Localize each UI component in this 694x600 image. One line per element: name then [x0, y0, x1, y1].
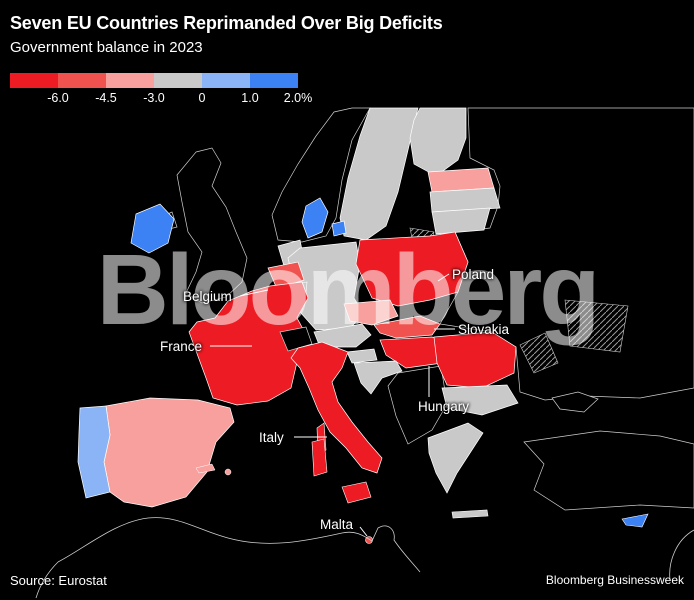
country-denmark	[301, 197, 329, 239]
region-balearic-island	[224, 468, 232, 476]
legend-tick: -3.0	[143, 91, 165, 105]
region-denmark-islands	[331, 220, 347, 237]
region-moldova-hatched	[519, 332, 559, 374]
region-sardinia	[311, 438, 328, 477]
header: Seven EU Countries Reprimanded Over Big …	[0, 0, 694, 56]
country-label-slovakia: Slovakia	[458, 322, 510, 337]
legend-tick: 2.0%	[283, 91, 313, 105]
legend-tick-labels: -6.0 -4.5 -3.0 0 1.0 2.0%	[10, 91, 312, 105]
legend-tick: 1.0	[241, 91, 259, 105]
country-label-hungary: Hungary	[418, 399, 470, 414]
africa-coastline	[57, 517, 421, 573]
country-cyprus	[621, 513, 649, 528]
country-portugal	[77, 405, 111, 499]
country-slovenia	[346, 348, 378, 364]
country-poland	[355, 231, 469, 307]
country-italy	[290, 341, 383, 474]
legend-color-bar	[10, 73, 298, 88]
morocco-coastline	[35, 561, 59, 599]
legend-swatch	[154, 73, 202, 88]
country-bulgaria	[441, 384, 519, 416]
country-label-poland: Poland	[452, 267, 495, 282]
source-note: Source: Eurostat	[10, 573, 107, 588]
country-lithuania	[431, 207, 491, 235]
country-greece	[427, 422, 484, 494]
country-turkey	[523, 430, 694, 511]
legend-swatch	[10, 73, 58, 88]
country-romania	[433, 331, 517, 389]
region-east-hatched	[564, 299, 629, 353]
country-slovakia	[373, 315, 441, 339]
country-united-kingdom	[176, 147, 248, 304]
region-crete	[451, 509, 489, 519]
country-label-malta: Malta	[320, 517, 354, 532]
region-balearics	[195, 463, 216, 474]
legend-swatch	[58, 73, 106, 88]
country-czechia	[343, 299, 399, 326]
legend-tick: 0	[198, 91, 206, 105]
region-sicily	[341, 481, 372, 504]
page-title: Seven EU Countries Reprimanded Over Big …	[10, 13, 443, 33]
crimea-coastline	[551, 391, 599, 413]
country-label-france: France	[160, 339, 203, 354]
country-croatia	[353, 360, 403, 395]
country-belgium	[267, 261, 305, 290]
legend-swatch	[202, 73, 250, 88]
legend-swatch	[250, 73, 298, 88]
bloomberg-watermark: Bloomberg	[96, 234, 601, 346]
country-ireland	[130, 203, 175, 254]
legend-swatch	[106, 73, 154, 88]
page-subtitle: Government balance in 2023	[10, 38, 203, 56]
country-finland	[409, 107, 467, 177]
country-france	[188, 281, 310, 406]
country-latvia	[429, 187, 501, 213]
credit-note: Bloomberg Businessweek	[545, 573, 684, 587]
country-switzerland	[279, 326, 313, 352]
levant-coastline	[669, 529, 694, 581]
legend: -6.0 -4.5 -3.0 0 1.0 2.0%	[10, 73, 312, 105]
legend-tick: -4.5	[95, 91, 117, 105]
legend-tick: -6.0	[47, 91, 69, 105]
country-spain	[103, 397, 235, 508]
country-label-belgium: Belgium	[183, 289, 232, 304]
country-norway	[271, 107, 371, 243]
country-label-italy: Italy	[259, 430, 284, 445]
